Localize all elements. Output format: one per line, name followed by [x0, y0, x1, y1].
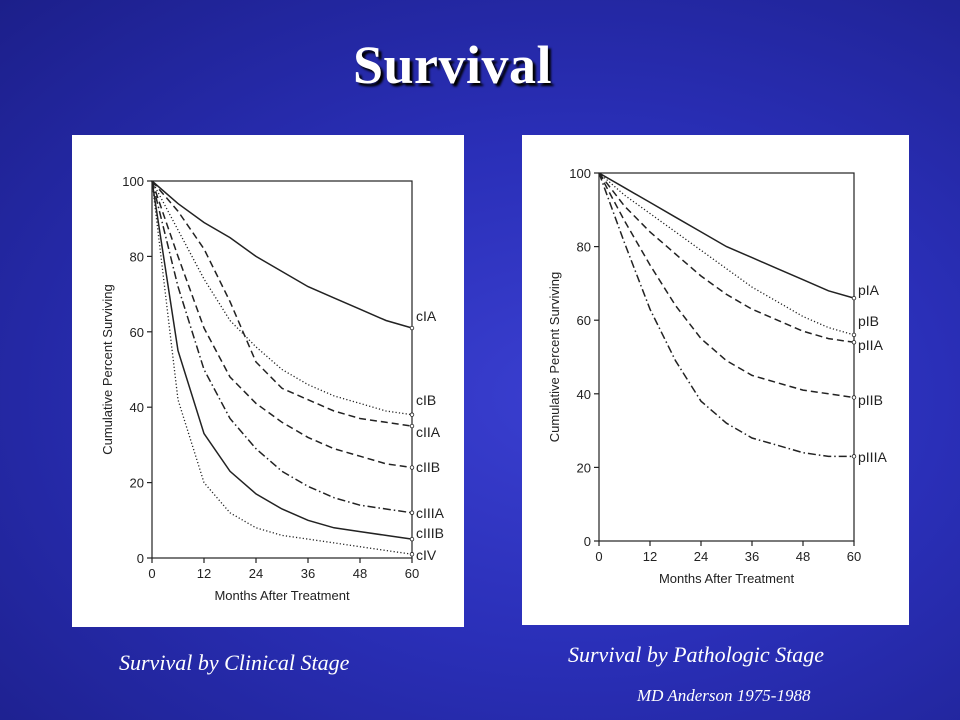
- y-tick-label: 80: [577, 240, 591, 255]
- series-line-cIA: [151, 180, 413, 329]
- series-end-point-pIIIA: [851, 454, 857, 459]
- y-tick-label: 80: [130, 249, 144, 264]
- y-tick-label: 20: [577, 460, 591, 475]
- source-note: MD Anderson 1975-1988: [637, 686, 811, 705]
- series-end-point-pIB: [851, 332, 857, 338]
- y-tick-label: 100: [122, 174, 144, 189]
- y-tick-label: 40: [577, 387, 591, 402]
- x-tick-label: 0: [595, 549, 602, 564]
- y-tick-label: 20: [130, 476, 144, 491]
- series-end-point-cIV: [409, 552, 415, 557]
- series-end-point-pIA: [851, 295, 857, 301]
- series-end-point-cIB: [409, 412, 415, 417]
- series-label-pIIIA: pIIIA: [858, 449, 887, 465]
- series-label-pIIB: pIIB: [858, 392, 883, 408]
- series-end-point-pIIA: [851, 340, 857, 345]
- series-line-cIV: [151, 180, 413, 555]
- series-label-cIIIA: cIIIA: [416, 505, 445, 521]
- clinical-stage-chart-panel: 0 20 40 60 80 100 0 12 24 36 48 60 Months After Trea…: [72, 135, 464, 627]
- x-axis-label: Months After Treatment: [214, 588, 350, 603]
- series-line-cIB: [151, 180, 413, 416]
- y-tick-label: 60: [130, 325, 144, 340]
- series-line-pIIB: [598, 172, 855, 399]
- series-label-pIB: pIB: [858, 313, 879, 329]
- series-end-point-cIIA: [409, 423, 415, 429]
- series-label-cIB: cIB: [416, 392, 436, 408]
- series-line-cIIIB: [151, 180, 413, 540]
- y-tick-label: 100: [569, 166, 591, 181]
- plot-frame: [598, 172, 855, 542]
- pathologic-stage-chart: 0 20 40 60 80 100 0 12 24 36 48 60 Months After Trea…: [547, 166, 887, 586]
- x-tick-label: 36: [745, 549, 759, 564]
- y-tick-label: 60: [577, 313, 591, 328]
- y-tick-label: 0: [584, 534, 591, 549]
- x-tick-label: 48: [796, 549, 810, 564]
- series-label-cIIA: cIIA: [416, 424, 441, 440]
- x-axis-label: Months After Treatment: [659, 571, 795, 586]
- series-line-pIB: [598, 172, 855, 336]
- series-label-cIIB: cIIB: [416, 459, 440, 475]
- x-tick-label: 60: [405, 566, 419, 581]
- x-tick-label: 24: [694, 549, 708, 564]
- series-label-pIIA: pIIA: [858, 337, 884, 353]
- x-tick-label: 12: [197, 566, 211, 581]
- clinical-stage-chart: 0 20 40 60 80 100 0 12 24 36 48 60 Months After Trea…: [100, 174, 445, 603]
- series-label-cIA: cIA: [416, 308, 437, 324]
- series-label-cIIIB: cIIIB: [416, 525, 444, 541]
- series-line-pIIIA: [598, 172, 854, 458]
- plot-frame: [151, 180, 413, 559]
- series-end-point-pIIB: [851, 395, 857, 400]
- series-line-pIIA: [598, 172, 855, 344]
- series-line-cIIA: [151, 180, 413, 427]
- x-tick-label: 36: [301, 566, 315, 581]
- series-end-point-cIIIB: [409, 536, 415, 542]
- x-tick-label: 60: [847, 549, 861, 564]
- x-tick-label: 24: [249, 566, 263, 581]
- y-tick-label: 40: [130, 400, 144, 415]
- pathologic-stage-chart-panel: 0 20 40 60 80 100 0 12 24 36 48 60 Months After Trea…: [522, 135, 909, 625]
- clinical-stage-caption: Survival by Clinical Stage: [119, 650, 350, 675]
- x-tick-label: 0: [148, 566, 155, 581]
- y-axis-label: Cumulative Percent Surviving: [547, 272, 562, 443]
- series-label-pIA: pIA: [858, 282, 880, 298]
- series-end-point-cIIB: [409, 465, 415, 470]
- slide-title: Survival: [352, 35, 553, 95]
- series-line-pIA: [598, 172, 855, 299]
- series-line-cIIIA: [151, 180, 413, 514]
- y-tick-label: 0: [137, 551, 144, 566]
- y-axis-label: Cumulative Percent Surviving: [100, 284, 115, 455]
- series-line-cIIB: [151, 180, 413, 469]
- x-tick-label: 48: [353, 566, 367, 581]
- pathologic-stage-caption: Survival by Pathologic Stage: [568, 642, 824, 667]
- series-label-cIV: cIV: [416, 547, 437, 563]
- x-tick-label: 12: [643, 549, 657, 564]
- series-end-point-cIA: [409, 325, 415, 331]
- series-end-point-cIIIA: [409, 510, 415, 515]
